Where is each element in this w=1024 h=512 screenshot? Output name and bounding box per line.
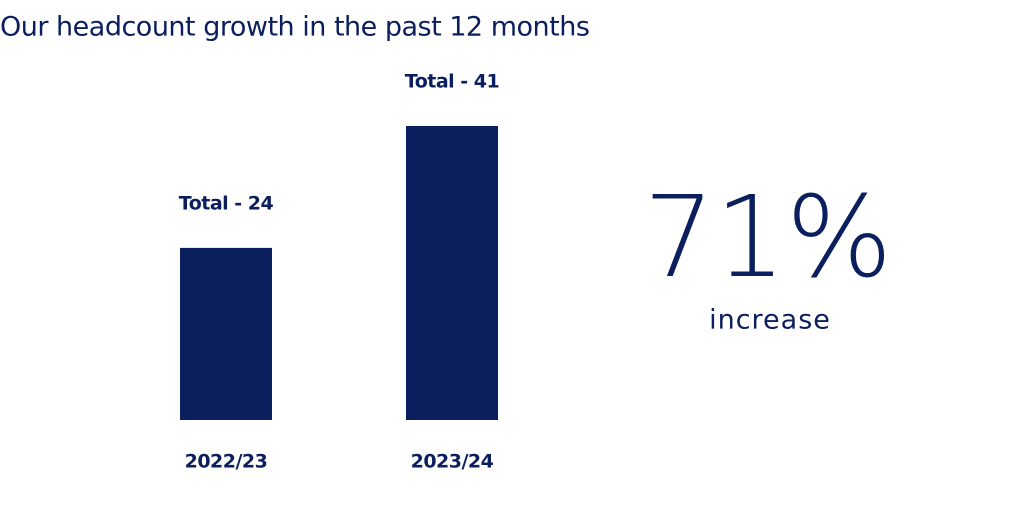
chart-title: Our headcount growth in the past 12 mont… xyxy=(0,12,589,43)
annotation-label: increase xyxy=(709,305,831,336)
value-label: Total - 24 xyxy=(179,192,274,214)
annotation-value: 71% xyxy=(644,173,893,303)
bar xyxy=(180,247,272,420)
x-tick-label: 2023/24 xyxy=(411,451,494,473)
x-tick-label: 2022/23 xyxy=(185,451,268,473)
value-label: Total - 41 xyxy=(405,71,499,93)
bar xyxy=(406,126,498,420)
